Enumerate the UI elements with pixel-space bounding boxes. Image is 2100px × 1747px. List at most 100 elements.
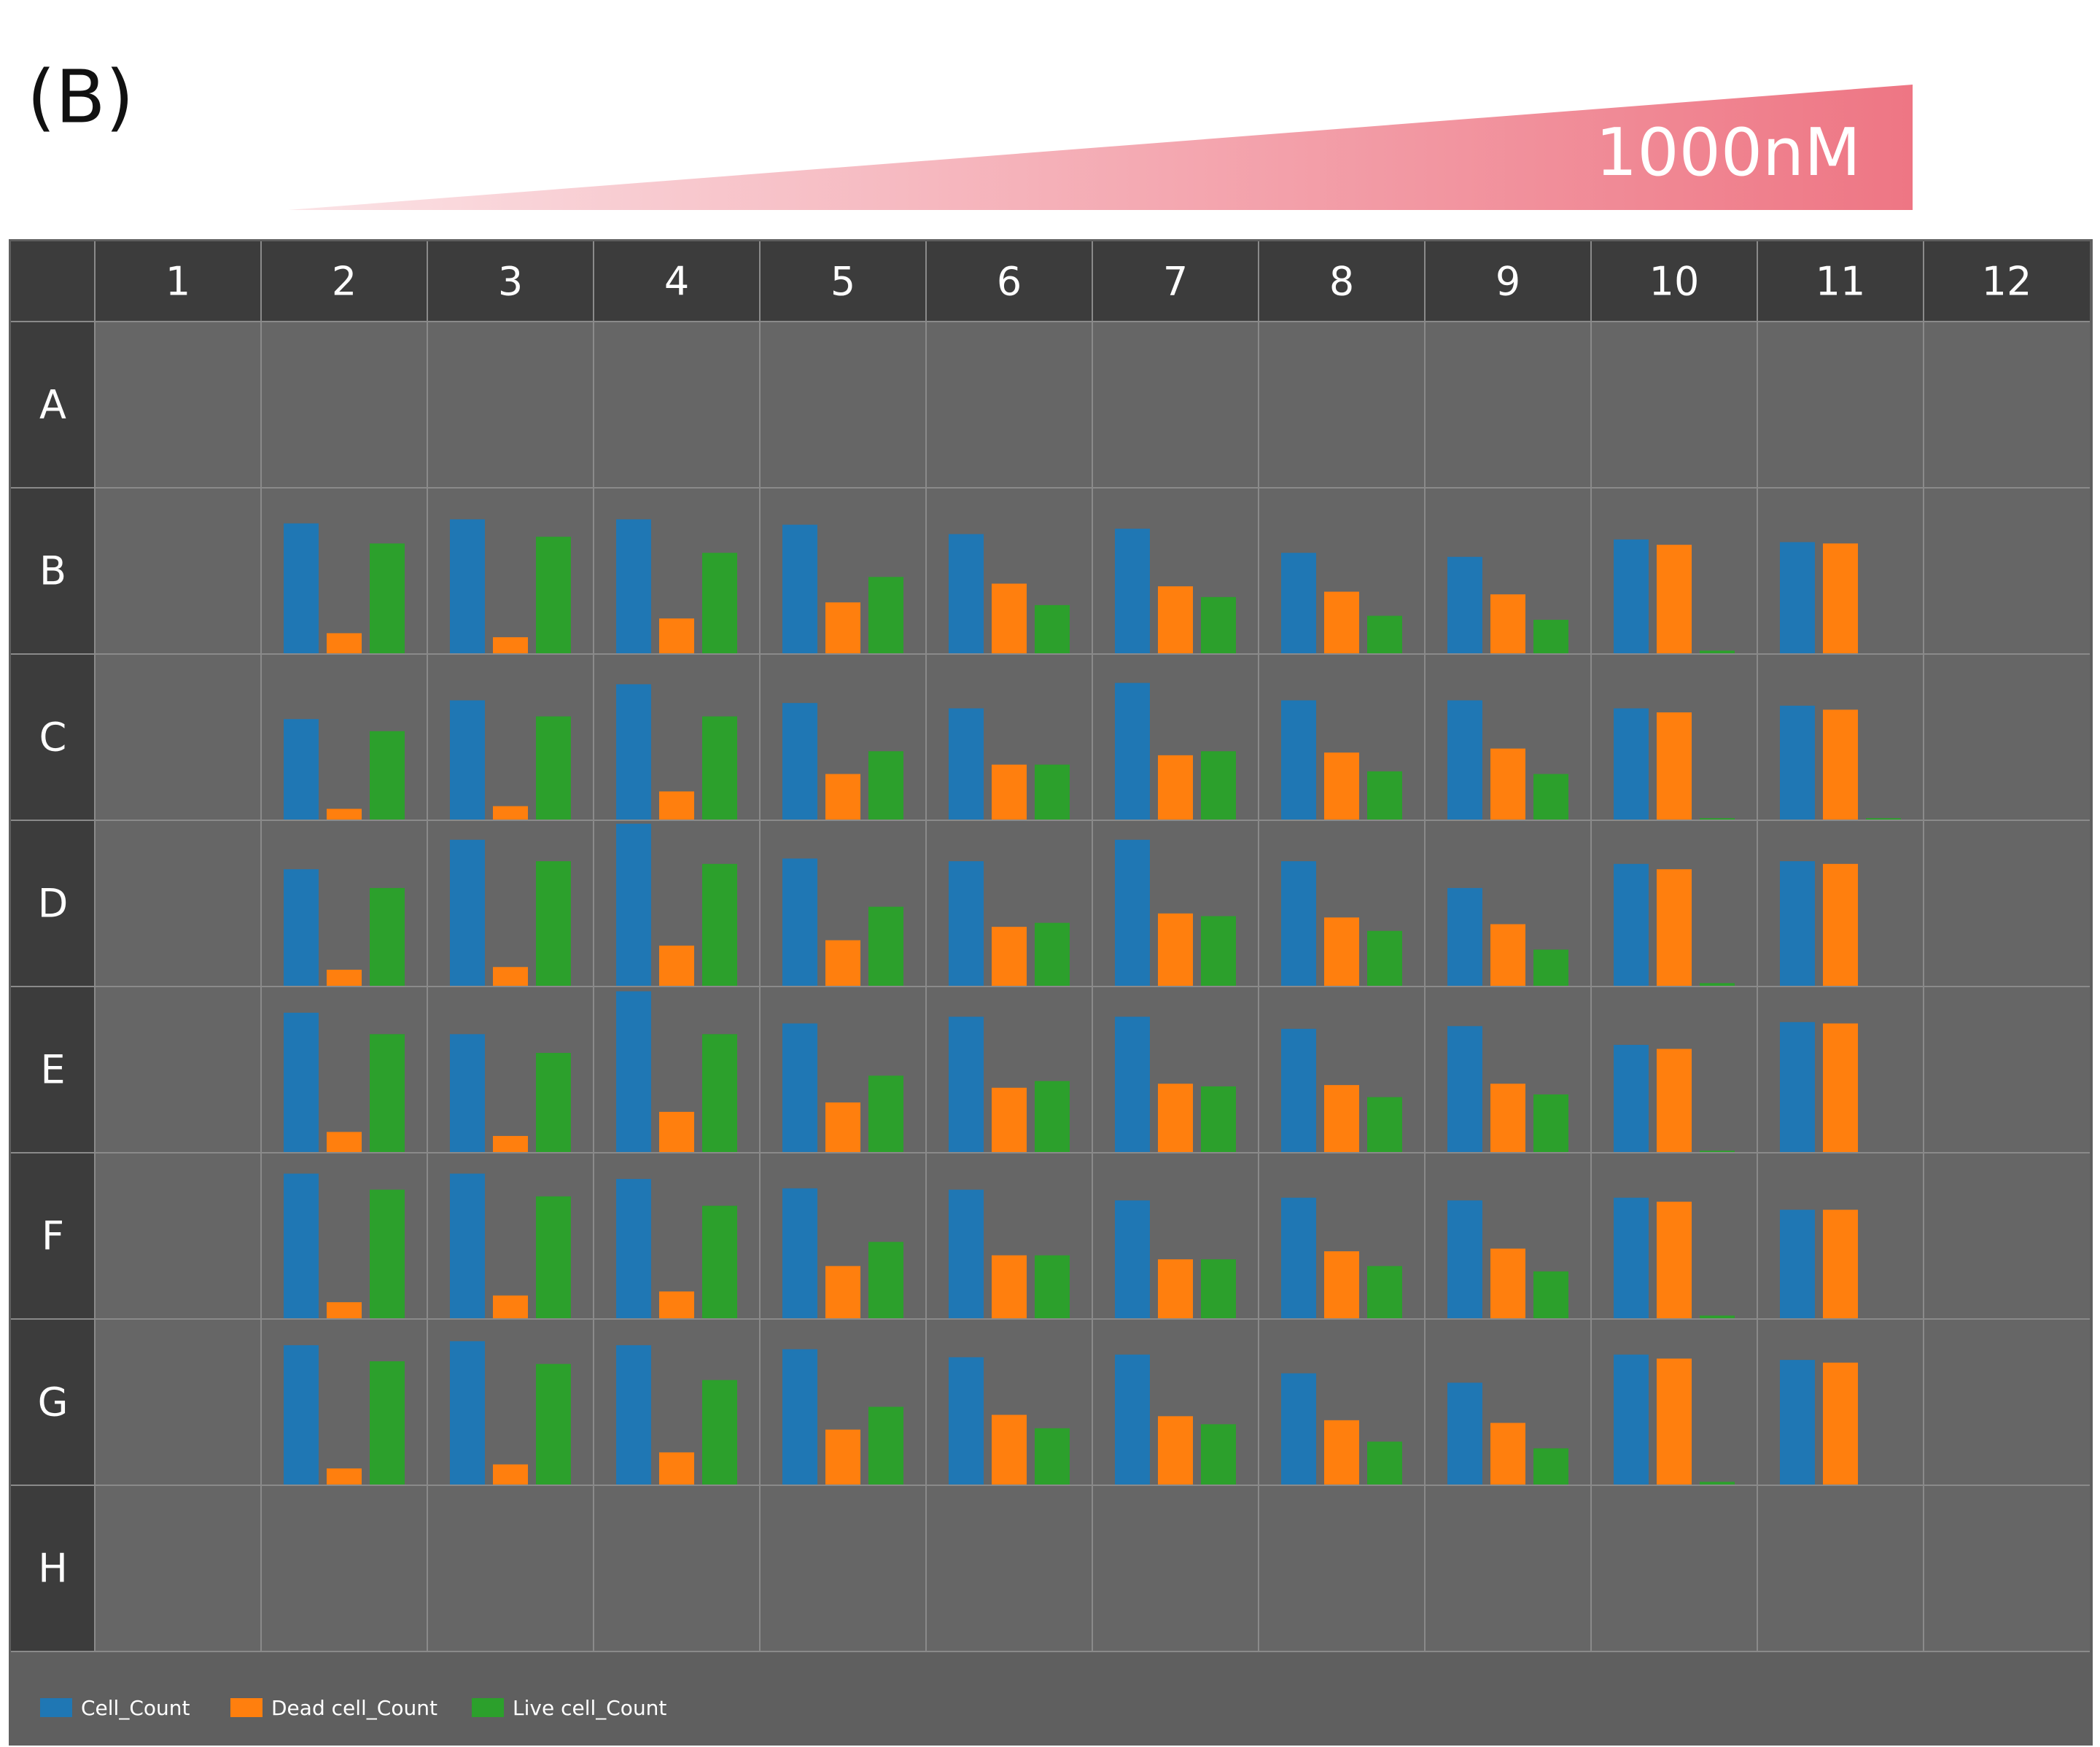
bar	[949, 1357, 984, 1485]
bar	[1614, 539, 1649, 653]
bar	[493, 1464, 528, 1485]
bar	[949, 861, 984, 986]
bar	[370, 1361, 405, 1485]
bar	[1614, 1354, 1649, 1485]
bar	[1823, 863, 1858, 986]
bar	[493, 637, 528, 653]
bar	[825, 602, 860, 653]
bar	[1700, 1151, 1735, 1152]
bar	[1823, 709, 1858, 820]
bar	[782, 1349, 817, 1485]
bar	[1281, 700, 1316, 820]
bar	[1657, 712, 1692, 820]
bar	[825, 1429, 860, 1485]
bar	[1115, 1016, 1150, 1152]
bar	[1201, 916, 1236, 986]
bar	[370, 1189, 405, 1318]
legend-swatch	[230, 1698, 262, 1717]
bar	[659, 618, 694, 653]
legend-swatch	[472, 1698, 504, 1717]
bar	[1614, 863, 1649, 986]
bar	[702, 863, 737, 986]
bar	[1367, 771, 1402, 820]
row-label: H	[38, 1546, 68, 1592]
bar	[536, 537, 571, 653]
bar	[327, 969, 362, 986]
bar	[825, 1102, 860, 1152]
bar	[616, 519, 651, 653]
bar	[1115, 682, 1150, 820]
bar	[1324, 1251, 1359, 1318]
bar	[536, 1363, 571, 1485]
bar	[659, 1452, 694, 1485]
column-label: 2	[332, 259, 357, 305]
bar	[536, 716, 571, 820]
bar	[992, 1087, 1027, 1152]
column-label: 9	[1496, 259, 1520, 305]
bar	[825, 774, 860, 820]
bar	[1115, 839, 1150, 986]
bar	[450, 519, 485, 653]
bar	[1367, 1097, 1402, 1152]
bar	[1780, 542, 1815, 653]
bar	[1158, 1259, 1193, 1318]
bar	[1367, 1266, 1402, 1318]
bar	[450, 1034, 485, 1152]
bar	[1533, 949, 1568, 986]
bar	[1700, 983, 1735, 986]
bar	[1447, 1026, 1482, 1152]
bar	[327, 1468, 362, 1485]
bar	[1367, 930, 1402, 986]
bar	[659, 945, 694, 986]
bar	[1367, 615, 1402, 653]
bar	[284, 1345, 319, 1485]
bar	[450, 700, 485, 820]
bar	[493, 1295, 528, 1318]
bar	[1324, 1420, 1359, 1485]
bar	[616, 991, 651, 1152]
bar	[1035, 1081, 1070, 1152]
bar	[992, 583, 1027, 653]
bar	[1700, 1482, 1735, 1485]
legend-label: Dead cell_Count	[271, 1696, 438, 1720]
bar	[702, 1034, 737, 1152]
bar	[1533, 1271, 1568, 1318]
bar	[782, 858, 817, 986]
bar	[1035, 1255, 1070, 1318]
bar	[616, 684, 651, 820]
row-label: E	[40, 1047, 65, 1093]
bar	[1533, 620, 1568, 653]
bar	[1158, 1083, 1193, 1152]
bar	[284, 869, 319, 986]
bar	[868, 1406, 903, 1485]
column-label: 12	[1982, 259, 2032, 305]
row-label: D	[38, 881, 69, 927]
bar	[1490, 924, 1525, 986]
legend-label: Live cell_Count	[513, 1696, 666, 1720]
bar	[949, 708, 984, 820]
bar	[1823, 1362, 1858, 1485]
bar	[659, 791, 694, 820]
row-label: C	[39, 715, 67, 760]
bar	[1490, 1423, 1525, 1485]
bar	[616, 1345, 651, 1485]
bar	[868, 577, 903, 653]
bar	[1823, 1210, 1858, 1318]
column-label: 8	[1329, 259, 1354, 305]
bar	[370, 1034, 405, 1152]
bar	[284, 523, 319, 653]
bar	[1447, 1382, 1482, 1485]
bar	[1367, 1441, 1402, 1485]
bar	[702, 553, 737, 653]
concentration-label: 1000nM	[1595, 114, 1861, 191]
bar	[327, 633, 362, 653]
row-label: F	[42, 1213, 64, 1259]
bar	[1533, 774, 1568, 820]
column-label: 4	[664, 259, 689, 305]
bar	[1780, 861, 1815, 986]
bar	[284, 719, 319, 820]
bar	[536, 861, 571, 986]
bar	[992, 927, 1027, 986]
bar	[702, 1380, 737, 1485]
bar	[992, 764, 1027, 820]
